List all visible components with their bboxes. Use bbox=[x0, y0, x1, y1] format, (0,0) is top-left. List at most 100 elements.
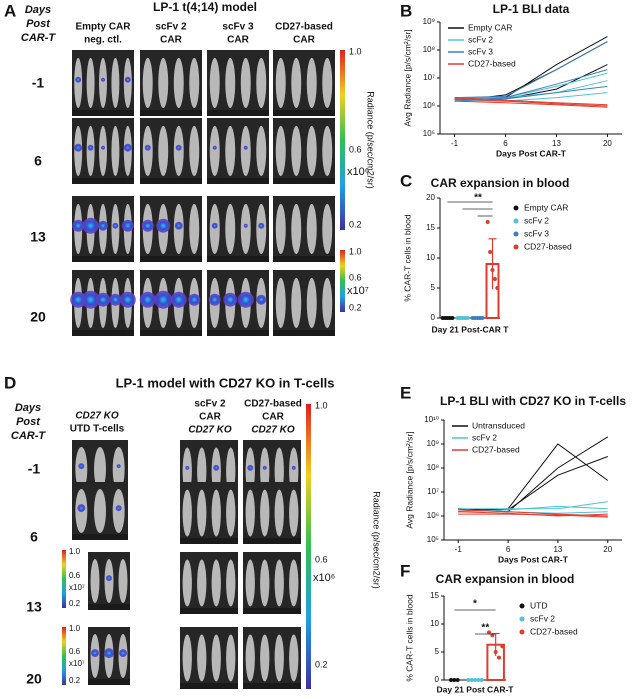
colorbar-label: 0.2 bbox=[69, 599, 81, 608]
data-point bbox=[500, 644, 505, 649]
panel-letter: B bbox=[400, 1, 412, 20]
column-header: CAR bbox=[262, 412, 284, 423]
data-point bbox=[490, 268, 495, 272]
signal bbox=[188, 293, 201, 306]
column-header: CAR bbox=[199, 412, 221, 423]
image-footer bbox=[72, 256, 134, 262]
column-header: CD27 KO bbox=[188, 425, 232, 436]
data-line bbox=[454, 41, 608, 99]
panel-letter: D bbox=[4, 373, 16, 392]
row-label: 20 bbox=[30, 309, 46, 325]
colorbar-unit: x10⁷ bbox=[69, 659, 85, 668]
panel-title: LP-1 t(4;14) model bbox=[153, 0, 257, 14]
image-footer bbox=[140, 256, 202, 262]
mouse bbox=[291, 203, 302, 255]
mouse bbox=[211, 489, 221, 537]
y-axis-label: % CAR-T cells in blood bbox=[402, 214, 412, 302]
y-tick-label: 10⁸ bbox=[427, 463, 439, 472]
legend-label: scFv 2 bbox=[524, 215, 549, 225]
row-header: Post bbox=[16, 416, 41, 428]
image-footer bbox=[243, 538, 301, 544]
y-tick-label: 5 bbox=[435, 647, 440, 656]
mouse bbox=[189, 57, 200, 109]
signal bbox=[106, 575, 112, 582]
significance-label: ** bbox=[474, 193, 482, 204]
legend-label: scFv 2 bbox=[472, 432, 497, 442]
signal bbox=[170, 291, 187, 308]
image-footer bbox=[180, 538, 238, 544]
mouse bbox=[226, 634, 236, 682]
legend-label: UTD bbox=[530, 600, 547, 610]
image-footer bbox=[207, 110, 269, 116]
mouse bbox=[99, 125, 107, 177]
signal bbox=[121, 219, 134, 232]
y-tick-label: 10⁷ bbox=[427, 487, 439, 496]
mouse bbox=[245, 559, 255, 607]
image-footer bbox=[140, 178, 202, 184]
column-header: scFv 2 bbox=[155, 22, 187, 33]
data-point bbox=[476, 678, 481, 682]
mouse bbox=[111, 57, 120, 109]
y-tick-label: 10 bbox=[430, 619, 439, 628]
image-footer bbox=[207, 178, 269, 184]
image-footer bbox=[72, 110, 134, 116]
colorbar-label: 0.2 bbox=[315, 659, 328, 669]
data-point bbox=[450, 316, 455, 320]
mouse bbox=[182, 489, 192, 537]
row-header: CAR-T bbox=[11, 430, 46, 442]
data-line bbox=[454, 100, 608, 108]
signal bbox=[119, 291, 136, 308]
x-tick-label: 20 bbox=[603, 139, 612, 148]
y-tick-label: 10 bbox=[426, 253, 435, 262]
signal bbox=[291, 465, 296, 470]
x-tick-label: 13 bbox=[552, 139, 561, 148]
x-axis-label: Days Post CAR-T bbox=[498, 554, 569, 564]
x-axis-label: Day 21 Post-CAR T bbox=[432, 324, 510, 334]
data-point bbox=[495, 286, 500, 290]
data-point bbox=[449, 678, 454, 682]
legend-label: Empty CAR bbox=[524, 202, 568, 212]
signal bbox=[101, 77, 105, 82]
mouse bbox=[189, 125, 200, 177]
mouse bbox=[111, 203, 120, 255]
x-tick-label: 13 bbox=[553, 545, 562, 554]
legend-label: CD27-based bbox=[472, 444, 520, 454]
panel-letter: A bbox=[4, 1, 16, 20]
signal bbox=[116, 464, 121, 469]
signal bbox=[119, 649, 127, 658]
image-footer bbox=[273, 256, 335, 262]
mouse bbox=[322, 125, 333, 177]
colorbar-label: 1.0 bbox=[69, 624, 81, 633]
mouse bbox=[275, 203, 286, 255]
mouse bbox=[226, 489, 236, 537]
data-point bbox=[492, 277, 497, 281]
mouse bbox=[158, 125, 169, 177]
mouse bbox=[260, 634, 270, 682]
y-tick-label: 10⁶ bbox=[427, 511, 439, 520]
mouse bbox=[112, 446, 125, 492]
row-label: 20 bbox=[26, 671, 42, 687]
legend-swatch bbox=[519, 629, 525, 635]
signal bbox=[70, 291, 87, 308]
colorbar-unit: x10⁶ bbox=[313, 572, 335, 584]
signal bbox=[75, 76, 82, 83]
data-point bbox=[496, 655, 501, 660]
mouse bbox=[256, 203, 267, 255]
signal bbox=[123, 143, 132, 152]
mouse bbox=[189, 203, 200, 255]
signal bbox=[74, 143, 83, 152]
signal bbox=[247, 464, 254, 471]
signal bbox=[72, 219, 85, 232]
mouse bbox=[211, 634, 221, 682]
mouse bbox=[274, 559, 284, 607]
signal bbox=[213, 464, 220, 471]
mouse bbox=[289, 634, 299, 682]
mouse bbox=[99, 57, 107, 109]
mouse bbox=[209, 125, 220, 177]
image-footer bbox=[243, 608, 301, 614]
image-footer bbox=[72, 178, 134, 184]
mouse bbox=[94, 488, 106, 534]
y-tick-label: 10⁹ bbox=[423, 17, 435, 26]
significance-label: * bbox=[473, 599, 477, 610]
mouse bbox=[260, 559, 270, 607]
